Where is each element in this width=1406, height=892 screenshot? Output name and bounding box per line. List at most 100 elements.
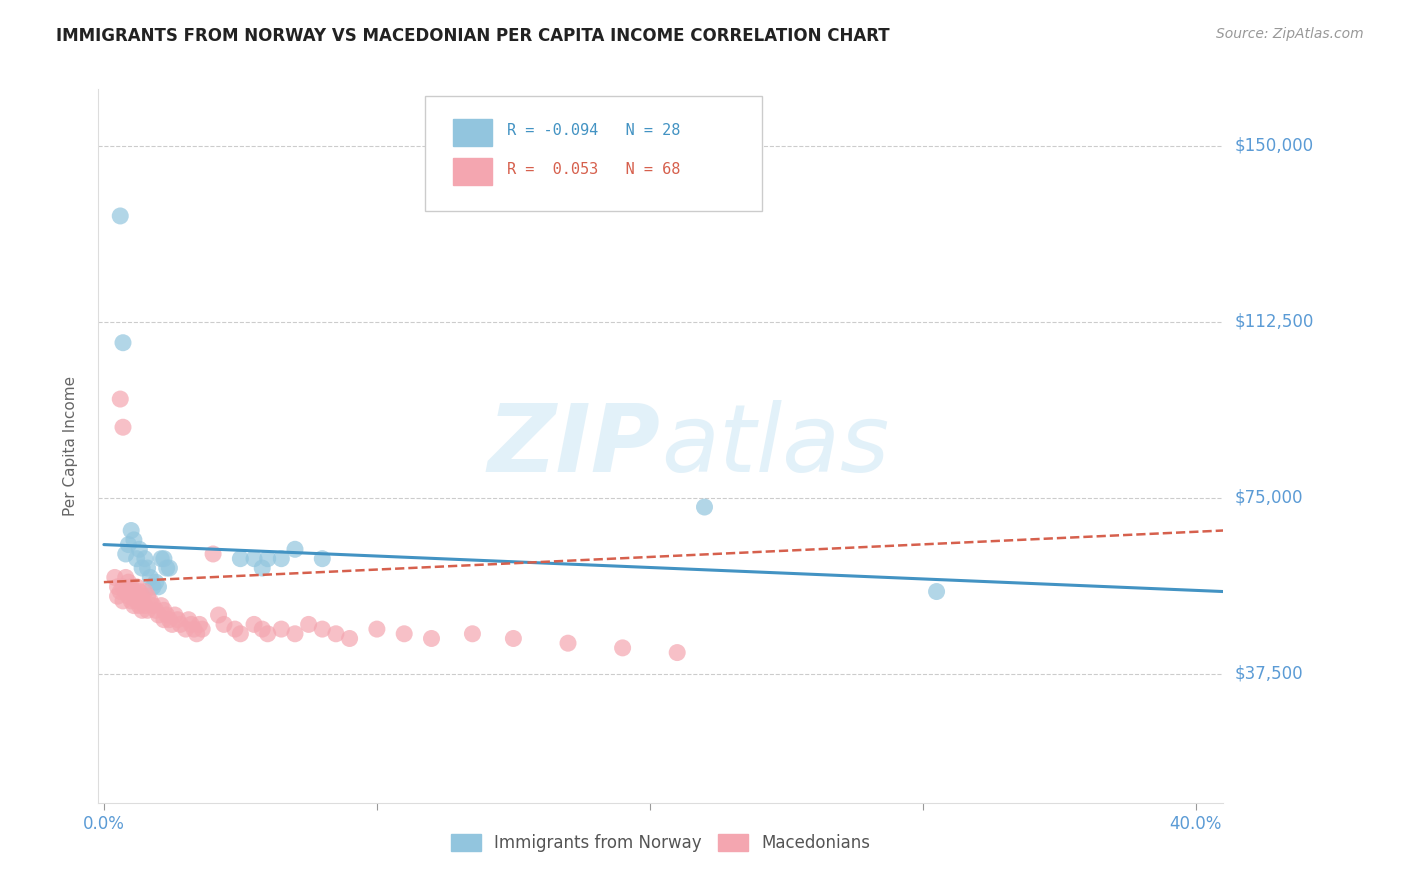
FancyBboxPatch shape bbox=[425, 96, 762, 211]
Point bbox=[134, 584, 156, 599]
Point bbox=[298, 617, 321, 632]
Point bbox=[153, 603, 176, 617]
Point bbox=[136, 561, 159, 575]
Point bbox=[284, 542, 307, 557]
Point bbox=[114, 547, 136, 561]
Point bbox=[125, 551, 148, 566]
Point bbox=[186, 627, 208, 641]
Point bbox=[191, 622, 214, 636]
Point bbox=[693, 500, 716, 514]
Point bbox=[131, 589, 153, 603]
Point bbox=[256, 551, 278, 566]
Point bbox=[150, 551, 173, 566]
Point bbox=[925, 584, 948, 599]
Text: $150,000: $150,000 bbox=[1234, 136, 1313, 154]
Point bbox=[125, 594, 148, 608]
Point bbox=[156, 607, 179, 622]
Point bbox=[148, 607, 170, 622]
Point bbox=[311, 622, 333, 636]
Point bbox=[180, 617, 202, 632]
Point bbox=[229, 627, 252, 641]
Point bbox=[169, 617, 191, 632]
Point bbox=[142, 599, 165, 613]
Point bbox=[128, 542, 150, 557]
Text: $112,500: $112,500 bbox=[1234, 312, 1313, 331]
Point bbox=[117, 538, 139, 552]
Point bbox=[612, 640, 634, 655]
Point bbox=[666, 646, 689, 660]
Point bbox=[502, 632, 524, 646]
Point bbox=[252, 561, 274, 575]
Point bbox=[174, 622, 197, 636]
Point bbox=[131, 603, 153, 617]
Point bbox=[110, 392, 132, 406]
Point bbox=[163, 607, 186, 622]
Point bbox=[114, 584, 136, 599]
Point bbox=[153, 613, 176, 627]
Point bbox=[114, 570, 136, 584]
Text: R =  0.053   N = 68: R = 0.053 N = 68 bbox=[506, 161, 681, 177]
Text: R = -0.094   N = 28: R = -0.094 N = 28 bbox=[506, 123, 681, 138]
Point bbox=[188, 617, 211, 632]
Bar bbox=[453, 120, 492, 146]
Text: IMMIGRANTS FROM NORWAY VS MACEDONIAN PER CAPITA INCOME CORRELATION CHART: IMMIGRANTS FROM NORWAY VS MACEDONIAN PER… bbox=[56, 27, 890, 45]
Point bbox=[131, 561, 153, 575]
Point bbox=[107, 580, 129, 594]
Point bbox=[107, 589, 129, 603]
Point bbox=[136, 603, 159, 617]
Point bbox=[150, 599, 173, 613]
Point bbox=[366, 622, 388, 636]
Point bbox=[145, 575, 167, 590]
Point bbox=[111, 580, 134, 594]
Text: $37,500: $37,500 bbox=[1234, 665, 1303, 682]
Text: atlas: atlas bbox=[661, 401, 889, 491]
Point bbox=[311, 551, 333, 566]
Point bbox=[128, 584, 150, 599]
Point bbox=[420, 632, 443, 646]
Point bbox=[145, 603, 167, 617]
Point bbox=[325, 627, 347, 641]
Point bbox=[157, 613, 180, 627]
Point bbox=[557, 636, 579, 650]
Point bbox=[117, 589, 139, 603]
Point bbox=[339, 632, 361, 646]
Bar bbox=[453, 158, 492, 185]
Point bbox=[125, 580, 148, 594]
Point bbox=[153, 551, 176, 566]
Point bbox=[224, 622, 246, 636]
Y-axis label: Per Capita Income: Per Capita Income bbox=[63, 376, 77, 516]
Text: ZIP: ZIP bbox=[488, 400, 661, 492]
Point bbox=[243, 617, 266, 632]
Point bbox=[148, 580, 170, 594]
Point bbox=[111, 335, 134, 350]
Point bbox=[134, 551, 156, 566]
Point bbox=[157, 561, 180, 575]
Point bbox=[461, 627, 484, 641]
Point bbox=[243, 551, 266, 566]
Point bbox=[111, 420, 134, 434]
Point bbox=[284, 627, 307, 641]
Point bbox=[104, 570, 127, 584]
Point bbox=[202, 547, 225, 561]
Point bbox=[270, 622, 292, 636]
Point bbox=[128, 599, 150, 613]
Point bbox=[120, 580, 142, 594]
Point bbox=[134, 599, 156, 613]
Point bbox=[122, 599, 145, 613]
Point bbox=[110, 584, 132, 599]
Point bbox=[160, 617, 183, 632]
Point bbox=[229, 551, 252, 566]
Point bbox=[142, 580, 165, 594]
Point bbox=[122, 584, 145, 599]
Text: Source: ZipAtlas.com: Source: ZipAtlas.com bbox=[1216, 27, 1364, 41]
Point bbox=[212, 617, 235, 632]
Legend: Immigrants from Norway, Macedonians: Immigrants from Norway, Macedonians bbox=[444, 827, 877, 859]
Point bbox=[136, 589, 159, 603]
Point bbox=[111, 594, 134, 608]
Point bbox=[207, 607, 229, 622]
Point bbox=[252, 622, 274, 636]
Point bbox=[270, 551, 292, 566]
Point bbox=[122, 533, 145, 547]
Text: $75,000: $75,000 bbox=[1234, 489, 1303, 507]
Point bbox=[139, 594, 162, 608]
